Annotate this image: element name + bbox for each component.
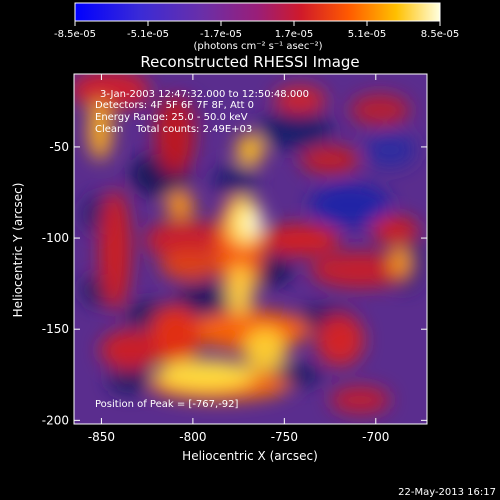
y-tick-label: -150 (42, 322, 69, 336)
annotation-clean: Clean Total counts: 2.49E+03 (95, 124, 252, 135)
colorbar-tick-label: 8.5e-05 (421, 29, 459, 40)
x-tick-label: -700 (362, 430, 389, 444)
colorbar-tick-label: -5.1e-05 (127, 29, 169, 40)
chart-title: Reconstructed RHESSI Image (140, 53, 359, 71)
y-tick-label: -50 (49, 140, 69, 154)
colorbar-tick-label: 5.1e-05 (348, 29, 386, 40)
axis-ticks: -850 -800 -750 -700 -50 -100 -150 -200 (42, 74, 427, 444)
x-tick-label: -850 (88, 430, 115, 444)
annotation-time: 3-Jan-2003 12:47:32.000 to 12:50:48.000 (100, 89, 309, 100)
annotation-detectors: Detectors: 4F 5F 6F 7F 8F, Att 0 (95, 100, 254, 111)
y-tick-label: -200 (42, 413, 69, 427)
y-axis-label: Heliocentric Y (arcsec) (11, 183, 25, 318)
x-tick-label: -750 (271, 430, 298, 444)
colorbar-units: (photons cm⁻² s⁻¹ asec⁻²) (193, 41, 322, 52)
heatmap-image (74, 74, 427, 424)
colorbar-tick-label: 1.7e-05 (275, 29, 313, 40)
x-tick-label: -800 (179, 430, 206, 444)
colorbar (74, 2, 441, 22)
annotation-peak: Position of Peak = [-767,-92] (95, 399, 239, 410)
footer-date: 22-May-2013 16:17 (398, 487, 496, 498)
colorbar-ticks: -8.5e-05 -5.1e-05 -1.7e-05 1.7e-05 5.1e-05 8.… (54, 21, 459, 40)
x-axis-label: Heliocentric X (arcsec) (182, 449, 318, 463)
y-tick-label: -100 (42, 231, 69, 245)
colorbar-tick-label: -8.5e-05 (54, 29, 96, 40)
annotation-energy: Energy Range: 25.0 - 50.0 keV (95, 112, 248, 123)
plot-frame (73, 73, 428, 425)
colorbar-tick-label: -1.7e-05 (200, 29, 242, 40)
